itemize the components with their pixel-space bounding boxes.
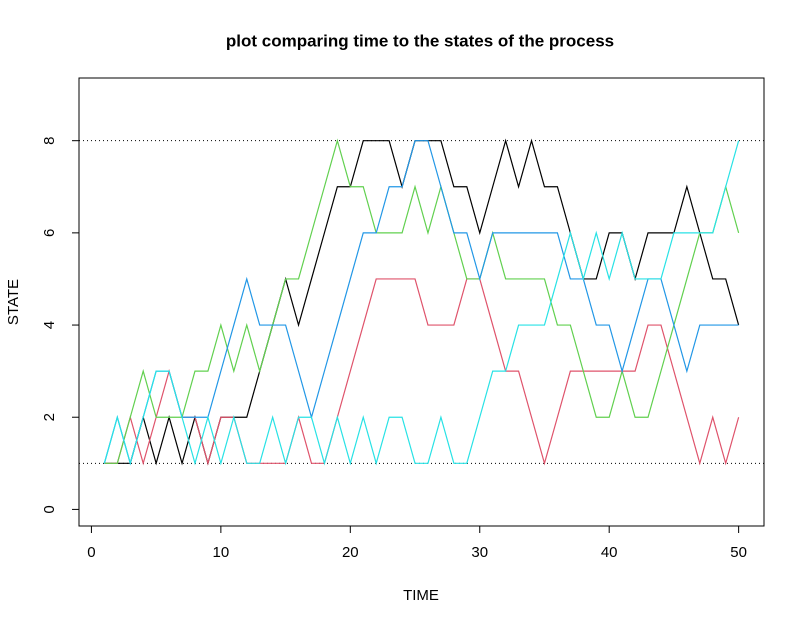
series-line [104, 278, 740, 466]
y-tick-label: 2 [41, 413, 58, 421]
y-tick-label: 4 [41, 321, 58, 329]
y-tick-label: 0 [41, 505, 58, 513]
series-line [104, 138, 740, 464]
series-line [103, 140, 740, 466]
chart-title: plot comparing time to the states of the… [226, 31, 614, 50]
y-axis-label: STATE [5, 279, 22, 325]
y-tick-label: 8 [41, 137, 58, 145]
x-axis-label: TIME [403, 587, 439, 604]
series-line [103, 140, 739, 466]
x-tick-label: 50 [730, 544, 747, 561]
x-tick-label: 10 [213, 544, 230, 561]
x-tick-label: 0 [87, 544, 95, 561]
x-tick-label: 40 [601, 544, 618, 561]
y-tick-label: 6 [41, 229, 58, 237]
x-tick-label: 20 [342, 544, 359, 561]
x-tick-label: 30 [471, 544, 488, 561]
